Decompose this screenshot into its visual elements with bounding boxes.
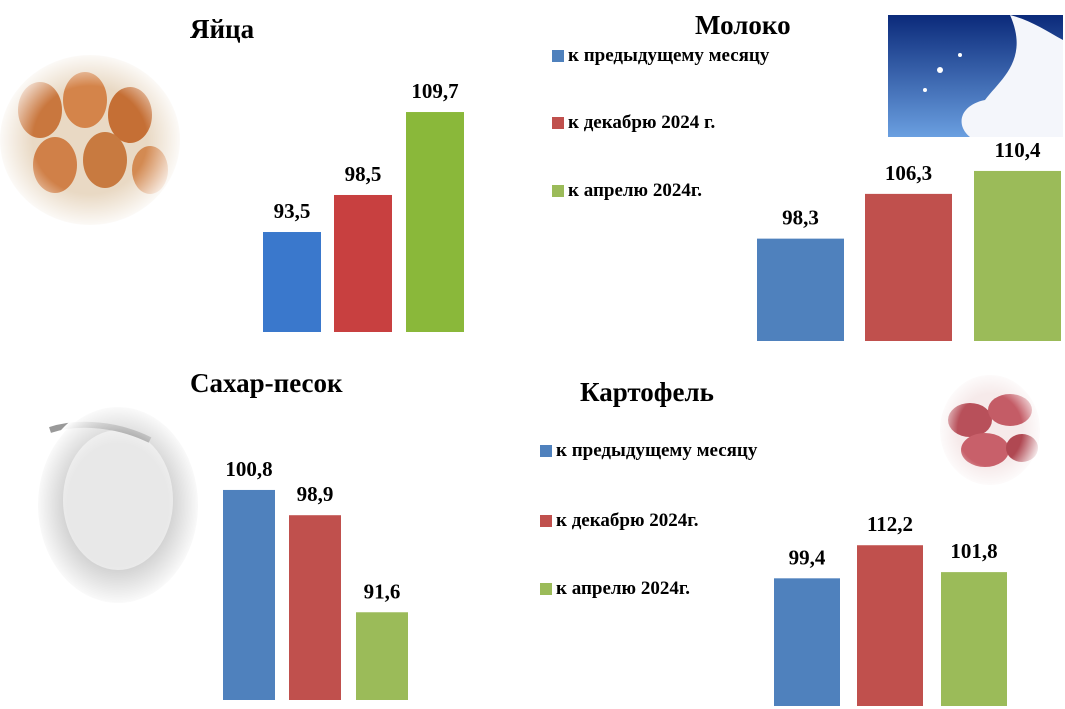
bar (263, 232, 321, 332)
legend-item: к предыдущему месяцу (540, 440, 786, 462)
legend-swatch (552, 117, 564, 129)
value-label: 98,9 (297, 482, 334, 506)
value-label: 100,8 (225, 457, 272, 481)
bar (406, 112, 464, 332)
bar (857, 545, 923, 706)
legend-label: к апрелю 2024г. (568, 180, 703, 201)
bar (334, 194, 392, 332)
value-label: 91,6 (364, 579, 401, 603)
bar (941, 572, 1007, 706)
legend-swatch (552, 50, 564, 62)
value-label: 112,2 (867, 512, 913, 536)
legend-label: к апрелю 2024г. (556, 578, 691, 599)
legend-swatch (552, 185, 564, 197)
sugar-picture (34, 403, 202, 607)
chart-title: Яйца (190, 14, 255, 44)
value-label: 98,3 (782, 206, 819, 230)
value-label: 109,7 (411, 79, 458, 103)
legend-item: к апрелю 2024г. (552, 180, 773, 202)
legend-label: к предыдущему месяцу (568, 45, 770, 66)
value-label: 110,4 (994, 138, 1041, 162)
legend-label: к декабрю 2024г. (556, 510, 699, 531)
legend-swatch (540, 515, 552, 527)
bar (974, 170, 1061, 341)
legend-item: к предыдущему месяцу (552, 45, 773, 67)
legend-item: к декабрю 2024г. (540, 510, 786, 532)
legend-swatch (540, 583, 552, 595)
bar (223, 489, 275, 700)
legend-label: к предыдущему месяцу (556, 440, 758, 461)
bar (757, 238, 844, 341)
chart-title: Картофель (580, 377, 714, 407)
legend-item: к декабрю 2024 г. (552, 112, 773, 134)
chart-title: Сахар-песок (190, 368, 343, 398)
chart-title: Молоко (695, 10, 791, 40)
bar (356, 612, 408, 700)
bar (774, 578, 840, 706)
value-label: 93,5 (274, 199, 311, 223)
legend-swatch (540, 445, 552, 457)
eggs-picture (0, 50, 185, 230)
bar (865, 193, 952, 341)
legend-item: к апрелю 2024г. (540, 578, 786, 600)
bar (289, 515, 341, 700)
value-label: 98,5 (345, 162, 382, 186)
value-label: 99,4 (789, 545, 826, 569)
potato-picture (936, 370, 1044, 490)
milk-picture (888, 15, 1063, 137)
value-label: 106,3 (885, 161, 932, 185)
legend-label: к декабрю 2024 г. (568, 112, 716, 133)
value-label: 101,8 (950, 539, 997, 563)
